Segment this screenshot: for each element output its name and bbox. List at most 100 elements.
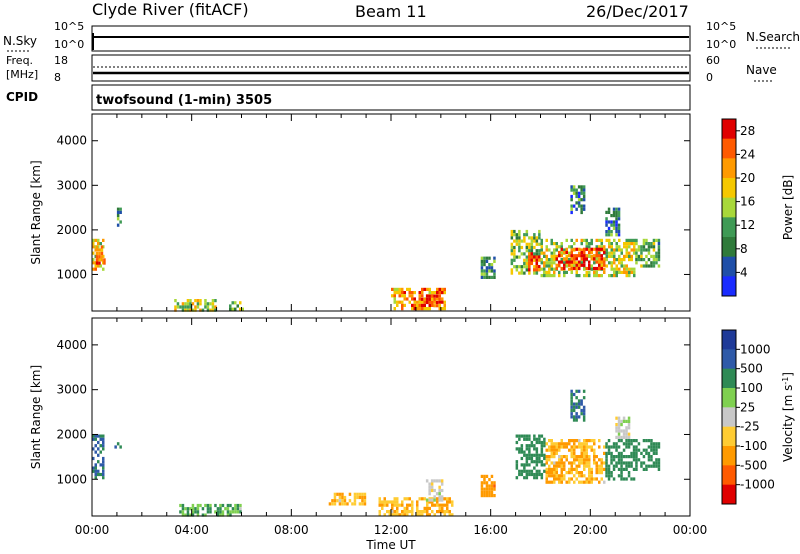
data-cell — [635, 464, 638, 468]
data-cell — [393, 297, 396, 301]
data-cell — [413, 291, 416, 295]
data-cell — [191, 308, 195, 312]
data-cell — [406, 297, 409, 301]
data-cell — [598, 445, 601, 449]
data-cell — [583, 274, 586, 278]
data-cell — [528, 450, 531, 454]
data-cell — [333, 495, 337, 500]
data-cell — [582, 198, 586, 202]
data-cell — [618, 261, 621, 265]
data-cell — [568, 461, 571, 465]
data-cell — [560, 477, 563, 481]
data-cell — [95, 245, 99, 249]
data-cell — [338, 499, 342, 503]
data-cell — [615, 461, 618, 465]
data-cell — [433, 495, 436, 499]
data-cell — [560, 439, 563, 443]
data-cell — [573, 242, 576, 246]
data-cell — [650, 264, 653, 268]
data-cell — [550, 471, 553, 475]
data-cell — [610, 233, 613, 237]
data-cell — [426, 503, 429, 507]
data-cell — [652, 261, 656, 265]
data-cell — [595, 250, 598, 255]
data-cell — [553, 251, 556, 255]
data-cell — [580, 204, 583, 208]
data-cell — [523, 476, 526, 480]
data-cell — [647, 458, 651, 462]
data-cell — [543, 251, 546, 255]
data-cell — [570, 448, 573, 452]
data-cell — [642, 264, 646, 268]
data-cell — [401, 510, 404, 514]
data-cell — [555, 442, 558, 446]
data-cell — [430, 488, 434, 493]
data-cell — [617, 435, 621, 439]
data-cell — [236, 304, 239, 308]
data-cell — [630, 242, 633, 246]
data-cell — [102, 463, 105, 467]
data-cell — [615, 258, 618, 262]
data-cell — [99, 472, 102, 477]
data-cell — [428, 488, 431, 493]
data-cell — [378, 497, 381, 501]
data-cell — [615, 455, 618, 459]
data-cell — [598, 257, 601, 261]
data-cell — [640, 248, 643, 252]
data-cell — [647, 464, 651, 468]
data-cell — [585, 270, 588, 274]
data-cell — [620, 419, 623, 423]
data-cell — [600, 471, 603, 475]
data-cell — [595, 471, 598, 475]
data-cell — [520, 252, 524, 256]
data-cell — [540, 472, 544, 477]
data-cell — [523, 265, 526, 269]
data-cell — [94, 267, 97, 271]
data-cell — [408, 497, 411, 501]
data-cell — [528, 453, 531, 457]
data-cell — [598, 464, 601, 468]
data-cell — [431, 297, 434, 301]
data-cell — [645, 261, 648, 265]
data-cell — [553, 474, 556, 478]
data-cell — [181, 305, 185, 309]
data-cell — [338, 502, 342, 506]
data-cell — [580, 191, 583, 195]
data-cell — [224, 507, 227, 511]
data-cell — [588, 480, 591, 484]
data-cell — [535, 268, 538, 272]
data-cell — [436, 500, 439, 504]
data-cell — [525, 434, 529, 438]
data-cell — [655, 238, 658, 242]
data-cell — [603, 467, 606, 471]
data-cell — [436, 510, 439, 514]
data-cell — [620, 423, 623, 427]
data-cell — [635, 248, 638, 252]
data-cell — [615, 214, 618, 218]
data-cell — [528, 268, 531, 272]
data-cell — [396, 506, 399, 510]
data-cell — [580, 210, 583, 215]
data-cell — [610, 245, 613, 249]
data-cell — [229, 307, 232, 311]
data-cell — [580, 412, 583, 416]
data-cell — [583, 257, 586, 261]
data-cell — [94, 469, 97, 473]
data-cell — [565, 250, 568, 255]
data-cell — [618, 245, 621, 249]
data-cell — [625, 439, 628, 443]
data-cell — [635, 258, 638, 262]
data-cell — [615, 207, 618, 211]
data-cell — [201, 308, 205, 312]
data-cell — [600, 477, 603, 481]
data-cell — [575, 389, 578, 393]
data-cell — [568, 448, 571, 452]
data-cell — [510, 252, 514, 256]
data-cell — [493, 481, 496, 485]
data-cell — [593, 455, 596, 459]
data-cell — [97, 447, 100, 451]
data-cell — [582, 188, 586, 192]
data-cell — [485, 484, 489, 488]
data-cell — [598, 254, 601, 258]
data-cell — [617, 432, 621, 436]
